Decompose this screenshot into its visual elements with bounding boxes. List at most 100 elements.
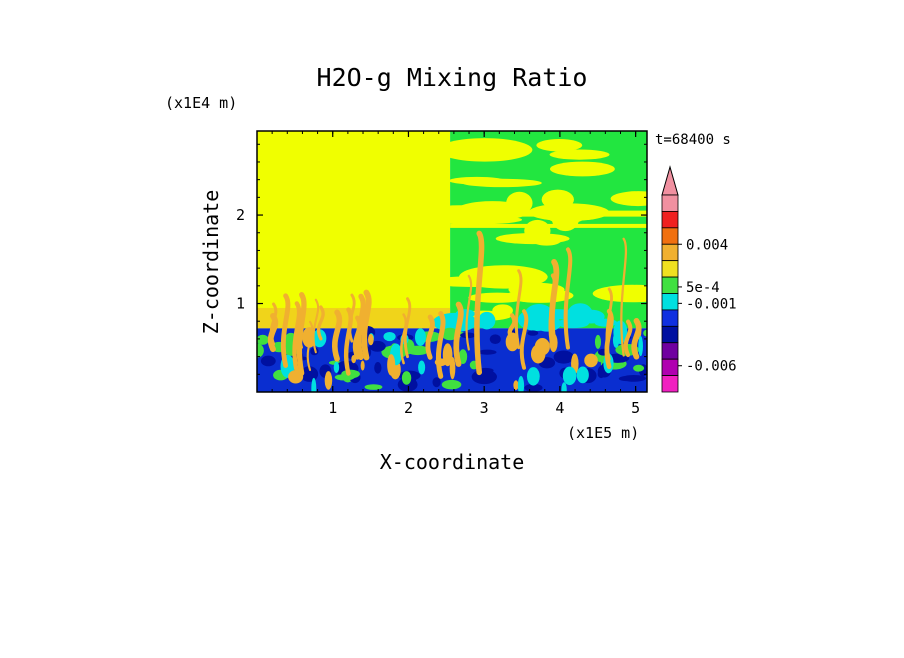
colorbar-segment (661, 194, 679, 212)
plume (435, 311, 446, 379)
colorbar-label: 5e-4 (686, 280, 720, 296)
plume (316, 305, 325, 341)
colorbar-segment (661, 276, 679, 294)
colorbar-segment (661, 309, 679, 327)
bl-patch (432, 377, 441, 388)
bl-patch (364, 384, 383, 390)
plume (425, 314, 435, 360)
x-tick-label: 4 (555, 399, 564, 417)
plume (474, 230, 485, 376)
colorbar-label: 0.004 (686, 237, 728, 253)
colorbar-segment (661, 243, 679, 262)
moist-patch (536, 139, 583, 152)
x-axis-label: X-coordinate (380, 450, 525, 474)
colorbar-label: -0.001 (686, 296, 737, 312)
x-scale-label: (x1E5 m) (567, 424, 639, 442)
plume (563, 247, 573, 350)
chart-title: H2O-g Mixing Ratio (317, 63, 588, 92)
plume (623, 319, 633, 358)
x-tick-label: 2 (404, 399, 413, 417)
plume (548, 259, 560, 349)
colorbar-segment (661, 227, 679, 245)
bl-patch (553, 350, 574, 364)
bl-patch (311, 377, 317, 392)
y-tick-label: 1 (236, 295, 245, 313)
colorbar-segment (661, 358, 679, 376)
plot-area (257, 131, 647, 392)
bl-patch (260, 355, 276, 367)
plume (332, 309, 343, 362)
colorbar: 0.004 5e-4-0.001 -0.006 (661, 165, 737, 393)
moist-patch (610, 191, 647, 207)
plume (296, 292, 307, 376)
colorbar-segment (661, 342, 679, 360)
plume (280, 293, 291, 368)
moist-band (450, 210, 647, 217)
bl-patch (633, 364, 645, 372)
bl-patch (643, 329, 647, 337)
bl-patch (383, 331, 396, 342)
x-ticks: 1 2 3 4 5 (271, 131, 640, 417)
y-ticks: 12 (236, 143, 647, 375)
x-tick-label: 1 (328, 399, 337, 417)
colorbar-segment (661, 211, 679, 229)
bl-patch (257, 343, 264, 358)
plume (400, 313, 408, 365)
time-label: t=68400 s (655, 132, 731, 148)
bl-patch (513, 380, 519, 391)
moist-band (450, 223, 647, 228)
bl-patch (534, 338, 550, 356)
colorbar-segment (661, 293, 679, 311)
bl-patch (441, 379, 462, 390)
bl-patch (458, 349, 468, 365)
bl-patch (527, 330, 539, 336)
plume (348, 293, 356, 343)
bl-patch (401, 371, 412, 385)
moist-patch (492, 304, 513, 317)
bl-patch (414, 328, 426, 346)
plume (269, 302, 278, 346)
plume (306, 320, 314, 372)
bl-patch (367, 333, 374, 346)
y-axis-label: Z-coordinate (199, 190, 223, 335)
moist-patch (495, 233, 570, 245)
plume (605, 287, 613, 361)
bl-patch (442, 343, 453, 367)
plume (356, 293, 366, 361)
bl-patch (621, 375, 647, 382)
plume (514, 269, 523, 350)
plume (631, 317, 642, 360)
plume (507, 313, 517, 341)
bl-patch (638, 336, 643, 357)
moist-patch (506, 288, 574, 303)
plume (361, 289, 372, 361)
bl-patch (489, 334, 501, 345)
bl-patch (517, 375, 525, 392)
plume (620, 237, 628, 357)
moist-patch (428, 276, 521, 288)
moist-patch (549, 161, 615, 177)
colorbar-label: -0.006 (686, 359, 737, 375)
bl-patch (526, 367, 540, 386)
plume (453, 301, 464, 367)
moist-patch (437, 138, 533, 162)
bl-patch (387, 354, 396, 376)
bl-patch (341, 369, 360, 379)
cyan-patch (577, 309, 605, 324)
plume (519, 309, 529, 370)
bl-patch (584, 353, 598, 368)
colorbar-segment (661, 325, 679, 344)
bl-patch (471, 369, 497, 385)
bl-patch (310, 347, 319, 356)
colorbar-segment (661, 375, 679, 393)
plume-features (257, 138, 647, 392)
cyan-patch (478, 311, 496, 330)
colorbar-extend-arrow (661, 165, 679, 196)
plot-frame (256, 130, 648, 393)
plume (312, 298, 320, 354)
moist-patch (592, 284, 647, 303)
plume (403, 297, 412, 359)
colorbar-segment (661, 260, 679, 278)
